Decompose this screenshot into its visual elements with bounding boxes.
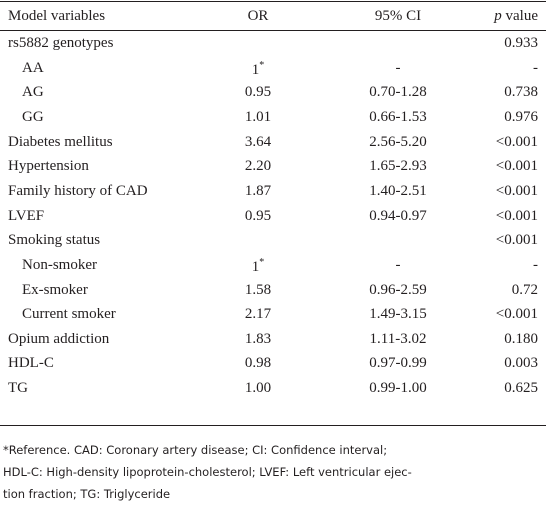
table-cell: <0.001 xyxy=(495,133,538,150)
header-cell: p value xyxy=(494,6,538,26)
row-label: Diabetes mellitus xyxy=(8,133,113,150)
table-cell: 1.00 xyxy=(244,380,272,397)
table-cell: 0.976 xyxy=(504,108,538,125)
header-text: value xyxy=(505,8,538,24)
footnote-line: tion fraction; TG: Triglyceride xyxy=(3,487,171,501)
table-cell: 1.87 xyxy=(244,182,272,199)
row-label: Opium addiction xyxy=(8,330,110,347)
cell-text: 1 xyxy=(251,61,260,78)
table-cell: OR xyxy=(247,8,269,24)
table-cell: 0.003 xyxy=(504,355,538,372)
table-cell: - xyxy=(533,256,538,273)
table-cell: <0.001 xyxy=(495,182,538,199)
row-label: HDL-C xyxy=(8,355,54,372)
table-cell: 1.49-3.15 xyxy=(369,306,427,323)
row-label: Model variables xyxy=(8,8,106,24)
row-label: Smoking status xyxy=(8,232,101,249)
header-rule xyxy=(0,30,546,31)
row-label: Non-smoker xyxy=(22,256,97,273)
table-cell: <0.001 xyxy=(495,207,538,224)
table-cell: - xyxy=(395,59,401,76)
table-cell: 0.94-0.97 xyxy=(369,207,427,224)
row-label: AG xyxy=(22,84,44,101)
table-cell: 0.70-1.28 xyxy=(369,84,427,101)
table-cell: <0.001 xyxy=(495,306,538,323)
row-label: LVEF xyxy=(8,207,45,224)
row-label: Hypertension xyxy=(8,158,89,175)
row-label: Family history of CAD xyxy=(8,182,148,199)
table-cell: 0.99-1.00 xyxy=(369,380,427,397)
table-cell: 2.56-5.20 xyxy=(369,133,427,150)
table-cell: 1.65-2.93 xyxy=(369,158,427,175)
table-cell: 1* xyxy=(252,253,265,277)
table-cell: 0.95 xyxy=(244,84,272,101)
row-label: rs5882 genotypes xyxy=(8,35,114,51)
table-cell: - xyxy=(533,59,538,76)
table-cell: 95% CI xyxy=(374,8,422,24)
table-cell: 1.40-2.51 xyxy=(369,182,427,199)
table-cell: 1* xyxy=(252,56,265,80)
table-cell: 0.98 xyxy=(244,355,272,372)
header-italic: p xyxy=(494,8,502,24)
table-cell: 2.20 xyxy=(244,158,272,175)
table-cell: 0.66-1.53 xyxy=(369,108,427,125)
footnote-line: *Reference. CAD: Coronary artery disease… xyxy=(3,443,388,457)
table-cell: 1.01 xyxy=(244,108,272,125)
table-cell: 0.738 xyxy=(504,84,538,101)
table-cell: 0.72 xyxy=(511,281,538,298)
top-rule xyxy=(0,1,546,2)
table-cell: - xyxy=(395,256,401,273)
cell-superscript: * xyxy=(259,256,265,268)
bottom-rule xyxy=(0,425,546,426)
row-label: GG xyxy=(22,108,44,125)
table-cell: 0.95 xyxy=(244,207,272,224)
table-cell: 0.625 xyxy=(504,380,538,397)
footnote-line: HDL-C: High-density lipoprotein-choleste… xyxy=(3,465,412,479)
table-cell: 3.64 xyxy=(244,133,272,150)
table-cell: 0.180 xyxy=(504,330,538,347)
table-cell: 1.83 xyxy=(244,330,272,347)
table-cell: 2.17 xyxy=(244,306,272,323)
table-cell: <0.001 xyxy=(495,158,538,175)
table-cell: 0.933 xyxy=(504,35,538,51)
table-cell: <0.001 xyxy=(495,232,538,249)
cell-superscript: * xyxy=(259,59,265,71)
row-label: TG xyxy=(8,380,28,397)
table-cell: 0.97-0.99 xyxy=(369,355,427,372)
table-cell: 1.11-3.02 xyxy=(369,330,427,347)
table-cell: 1.58 xyxy=(244,281,272,298)
row-label: Ex-smoker xyxy=(22,281,88,298)
row-label: Current smoker xyxy=(22,306,116,323)
row-label: AA xyxy=(22,59,44,76)
table-cell: 0.96-2.59 xyxy=(369,281,427,298)
cell-text: 1 xyxy=(251,258,260,275)
